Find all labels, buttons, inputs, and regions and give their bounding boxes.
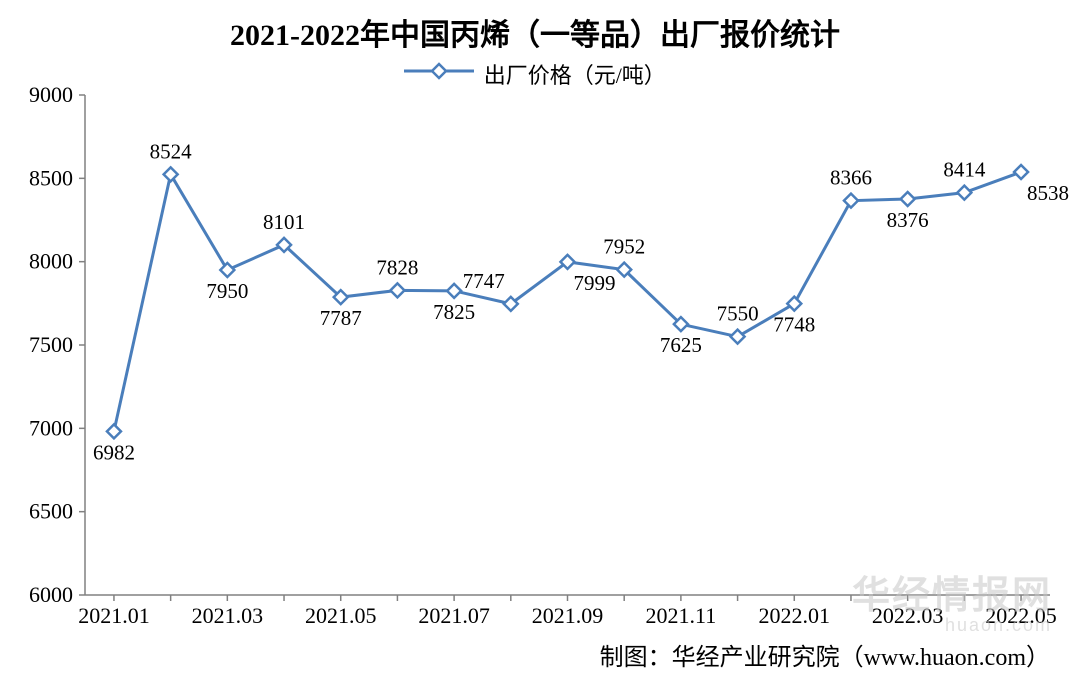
y-tick-label: 8000 — [29, 249, 73, 274]
data-marker — [787, 297, 801, 311]
data-label: 7747 — [463, 269, 505, 293]
data-label: 6982 — [93, 440, 135, 464]
data-label: 7550 — [717, 302, 759, 326]
data-label: 8101 — [263, 210, 305, 234]
data-marker — [390, 283, 404, 297]
data-label: 7825 — [433, 300, 475, 324]
data-label: 7828 — [376, 255, 418, 279]
y-tick-label: 7000 — [29, 415, 73, 440]
data-marker — [107, 424, 121, 438]
data-label: 8376 — [887, 208, 929, 232]
x-tick-label: 2021.05 — [305, 603, 377, 628]
data-marker — [957, 186, 971, 200]
data-label: 8538 — [1027, 181, 1069, 205]
x-tick-label: 2022.03 — [872, 603, 944, 628]
data-marker — [220, 263, 234, 277]
data-marker — [844, 194, 858, 208]
x-tick-label: 2022.01 — [759, 603, 831, 628]
x-tick-label: 2021.01 — [78, 603, 150, 628]
data-marker — [447, 284, 461, 298]
x-tick-label: 2021.11 — [646, 603, 717, 628]
x-tick-label: 2021.07 — [418, 603, 490, 628]
y-tick-label: 8500 — [29, 165, 73, 190]
plot-svg: 6000 6500 7000 7500 8000 8500 9000 2021.01 2021.… — [0, 0, 1070, 676]
data-label: 7787 — [320, 306, 362, 330]
data-label: 8366 — [830, 166, 872, 190]
y-tick-label: 9000 — [29, 82, 73, 107]
x-tick-label: 2021.09 — [532, 603, 604, 628]
data-label: 7625 — [660, 333, 702, 357]
credit: 制图：华经产业研究院（www.huaon.com） — [600, 637, 1050, 672]
y-tick-label: 6500 — [29, 499, 73, 524]
data-marker — [164, 167, 178, 181]
data-label: 7952 — [603, 235, 645, 259]
data-label: 8524 — [150, 139, 193, 163]
x-tick-label: 2022.05 — [985, 603, 1057, 628]
data-marker — [731, 330, 745, 344]
series-line — [114, 172, 1021, 431]
y-tick-label: 7500 — [29, 332, 73, 357]
data-label: 7999 — [574, 271, 616, 295]
data-marker — [1014, 165, 1028, 179]
data-marker — [901, 192, 915, 206]
data-label: 7950 — [206, 279, 248, 303]
chart-container: 2021-2022年中国丙烯（一等品）出厂报价统计 出厂价格（元/吨） 6000… — [0, 0, 1070, 676]
data-label: 7748 — [773, 313, 815, 337]
data-label: 8414 — [943, 158, 986, 182]
y-tick-label: 6000 — [29, 582, 73, 607]
x-tick-label: 2021.03 — [192, 603, 264, 628]
